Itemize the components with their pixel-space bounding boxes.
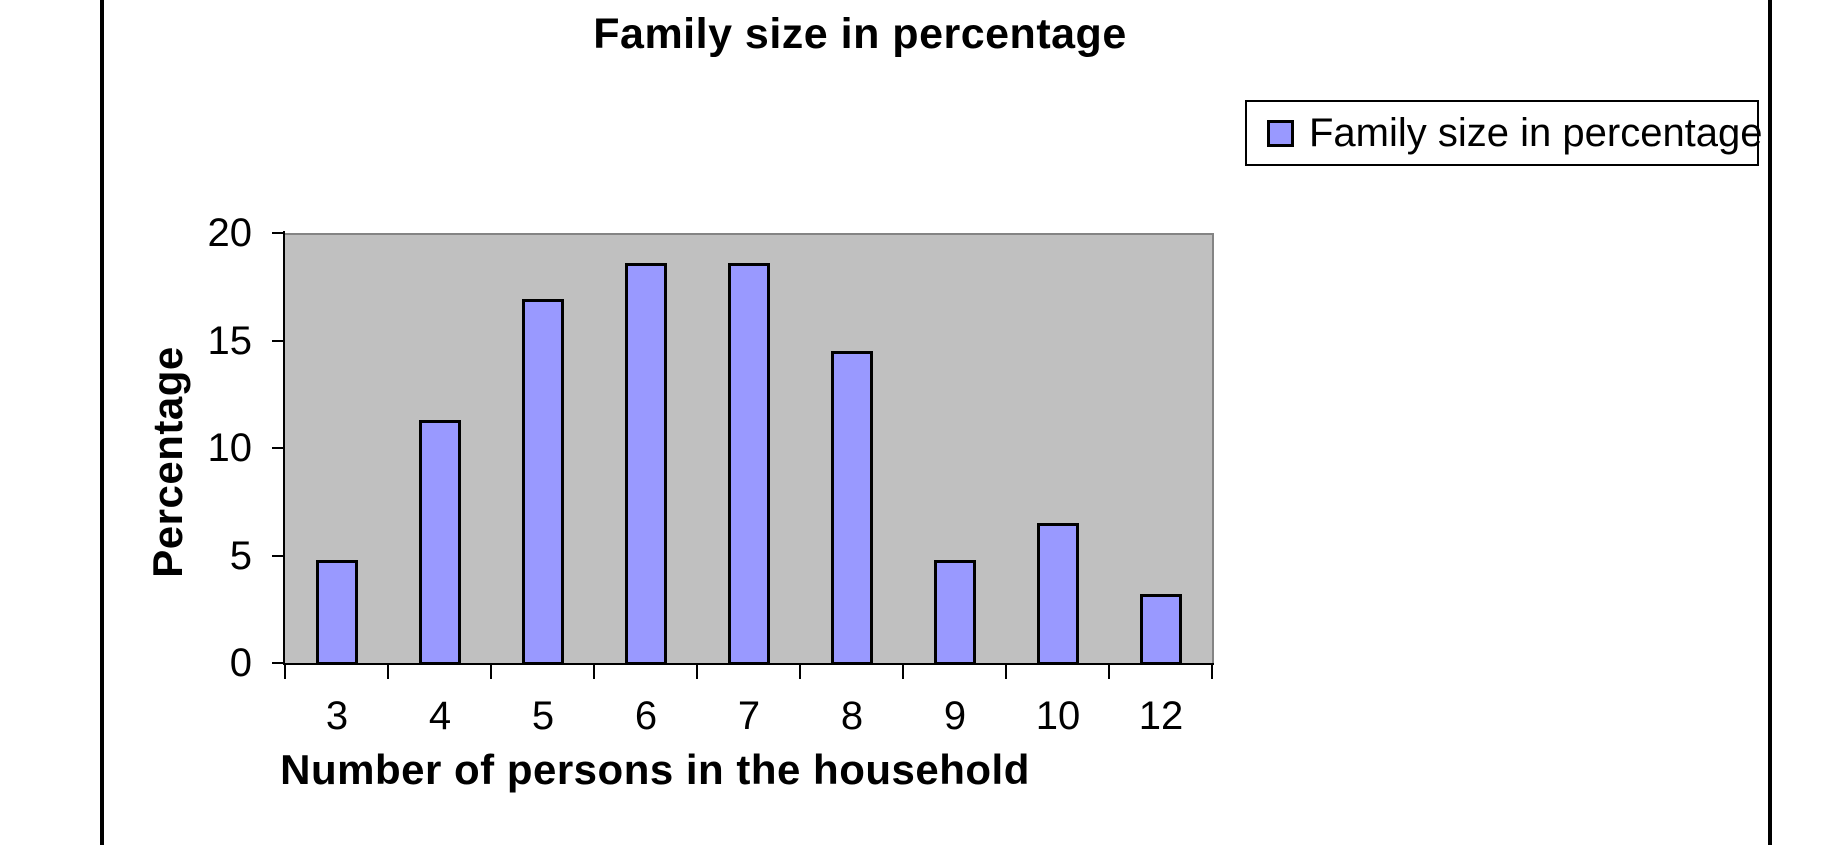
x-tick-label: 5 xyxy=(531,694,555,738)
x-tick-mark xyxy=(1108,665,1110,679)
document-border-right xyxy=(1768,0,1772,845)
bar xyxy=(522,299,564,665)
bar xyxy=(831,351,873,665)
x-tick-mark xyxy=(284,665,286,679)
document-border-left xyxy=(100,0,104,845)
x-tick-mark xyxy=(1005,665,1007,679)
bar xyxy=(934,560,976,665)
x-tick-label: 4 xyxy=(428,694,452,738)
x-tick-label: 10 xyxy=(1035,694,1081,738)
x-tick-label: 7 xyxy=(737,694,761,738)
y-tick-label: 0 xyxy=(229,641,252,685)
y-tick-mark xyxy=(272,232,285,234)
x-tick-label: 8 xyxy=(840,694,864,738)
legend-series-label: Family size in percentage xyxy=(1309,110,1763,155)
x-tick-label: 6 xyxy=(634,694,658,738)
y-tick-mark xyxy=(272,662,285,664)
y-tick-label: 5 xyxy=(229,534,252,578)
bar xyxy=(1140,594,1182,665)
x-tick-label: 3 xyxy=(325,694,349,738)
y-tick-mark xyxy=(272,447,285,449)
x-tick-mark xyxy=(387,665,389,679)
x-axis-line xyxy=(283,663,1214,665)
x-tick-label: 12 xyxy=(1138,694,1184,738)
y-tick-mark xyxy=(272,555,285,557)
legend: Family size in percentage xyxy=(1245,100,1763,166)
bar xyxy=(316,560,358,665)
x-axis-title: Number of persons in the household xyxy=(280,746,1030,793)
bar xyxy=(1037,523,1079,665)
x-tick-mark xyxy=(799,665,801,679)
legend-series-marker-icon xyxy=(1267,119,1294,147)
x-tick-mark xyxy=(902,665,904,679)
bar xyxy=(419,420,461,665)
y-tick-label: 10 xyxy=(207,426,253,470)
chart-title: Family size in percentage xyxy=(593,10,1127,58)
x-tick-label: 9 xyxy=(943,694,967,738)
y-tick-label: 15 xyxy=(207,319,253,363)
x-tick-mark xyxy=(696,665,698,679)
x-tick-mark xyxy=(1211,665,1213,679)
y-tick-mark xyxy=(272,340,285,342)
x-tick-mark xyxy=(490,665,492,679)
y-tick-label: 20 xyxy=(207,211,253,255)
x-tick-mark xyxy=(593,665,595,679)
bar xyxy=(728,263,770,665)
bar xyxy=(625,263,667,665)
plot-area xyxy=(285,233,1214,665)
